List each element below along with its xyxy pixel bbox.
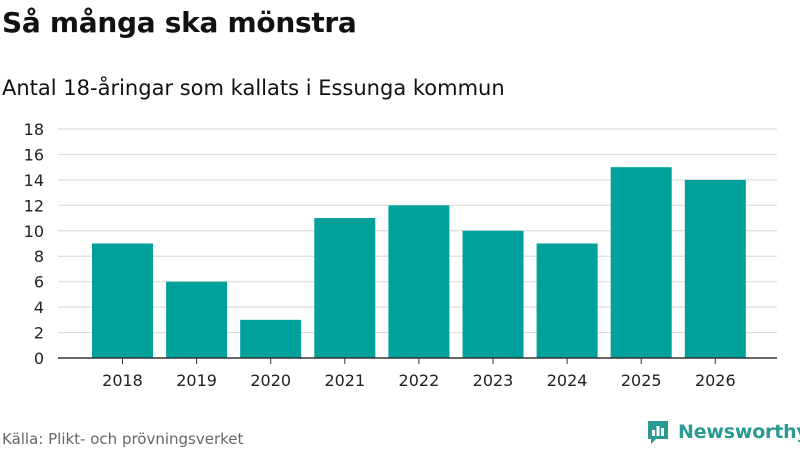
bar-2019 [166, 281, 228, 358]
x-tick-label: 2018 [102, 371, 143, 390]
y-tick-label: 18 [24, 120, 44, 139]
y-tick-label: 12 [24, 196, 44, 215]
x-tick-label: 2020 [250, 371, 291, 390]
brand-name: Newsworthy [678, 421, 800, 443]
bar-2018 [92, 243, 153, 358]
bar-2026 [684, 179, 746, 358]
bar-2022 [388, 205, 450, 358]
brand-logo[interactable]: Newsworthy [646, 419, 800, 445]
x-tick-label: 2024 [547, 371, 588, 390]
chart-title: Så många ska mönstra [2, 6, 357, 39]
bar-2024 [536, 243, 598, 358]
x-tick-label: 2025 [621, 371, 662, 390]
y-tick-label: 6 [34, 273, 44, 292]
bar-2023 [462, 230, 524, 358]
x-tick-label: 2022 [399, 371, 440, 390]
y-tick-label: 2 [34, 324, 44, 343]
y-tick-label: 16 [24, 145, 44, 164]
source-note: Källa: Plikt- och prövningsverket [2, 430, 244, 448]
chart-subtitle: Antal 18-åringar som kallats i Essunga k… [2, 76, 505, 100]
bar-2020 [240, 319, 302, 358]
x-tick-label: 2026 [695, 371, 736, 390]
x-tick-label: 2021 [324, 371, 365, 390]
newsworthy-logo-icon [648, 421, 668, 444]
y-tick-label: 0 [34, 349, 44, 368]
y-tick-label: 14 [24, 171, 44, 190]
y-tick-label: 10 [24, 222, 44, 241]
bar-2025 [610, 167, 672, 358]
y-tick-label: 8 [34, 247, 44, 266]
x-tick-label: 2023 [473, 371, 514, 390]
x-tick-label: 2019 [176, 371, 217, 390]
bar-2021 [314, 218, 376, 358]
y-tick-label: 4 [34, 298, 44, 317]
